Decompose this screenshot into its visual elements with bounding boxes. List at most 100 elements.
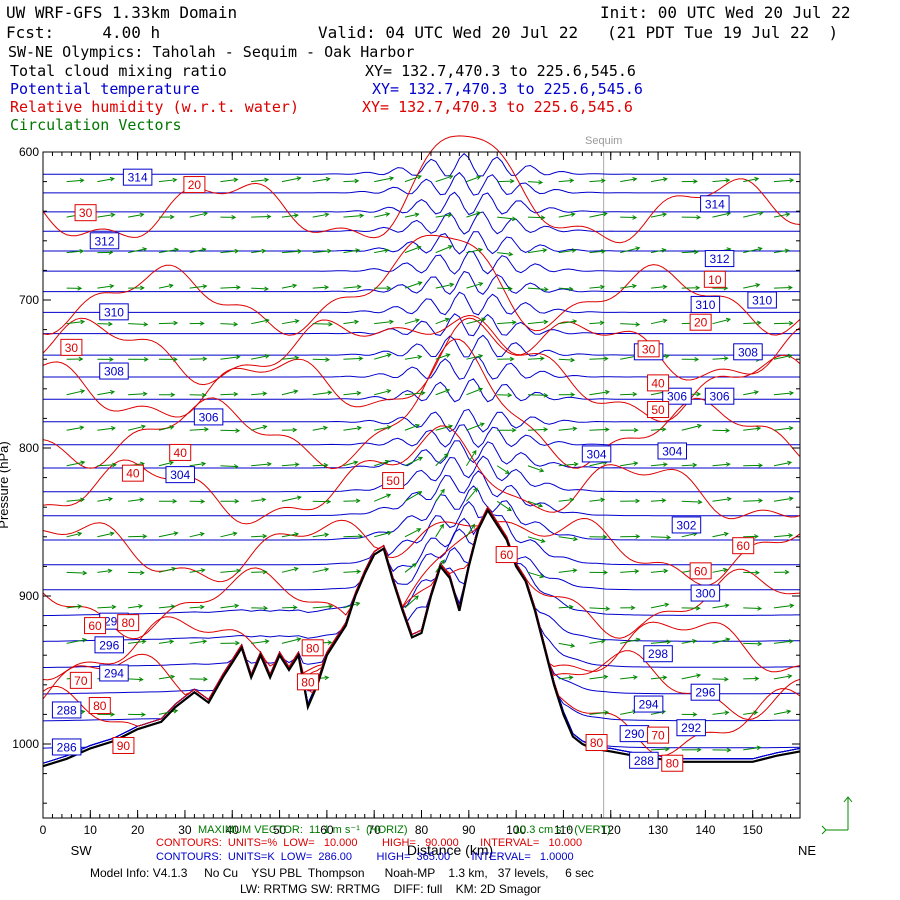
- wind-vector-head: [697, 499, 703, 505]
- theta-contour-line: [43, 231, 800, 255]
- model-title: UW WRF-GFS 1.33km Domain: [6, 3, 238, 22]
- wind-vector: [527, 249, 547, 254]
- wind-vector-head: [261, 248, 267, 254]
- theta-contour-line: [43, 250, 800, 275]
- wind-vector-head: [543, 286, 549, 292]
- wind-vector: [404, 528, 421, 538]
- wind-vector: [558, 249, 576, 254]
- wind-vector: [620, 393, 637, 396]
- wind-vector-head: [449, 282, 455, 288]
- wind-vector-head: [724, 710, 730, 716]
- wind-vector-head: [324, 567, 330, 572]
- theta-label-box: [733, 343, 763, 361]
- wind-vector: [158, 640, 174, 644]
- wind-vector: [189, 640, 207, 644]
- wind-vector-head: [754, 676, 760, 681]
- wind-vector-head: [108, 321, 113, 327]
- wind-vector-head: [77, 285, 83, 291]
- wind-vector-head: [602, 211, 608, 217]
- wind-vector-head: [662, 284, 668, 290]
- wind-vector-head: [356, 425, 362, 431]
- wind-vector: [312, 391, 332, 396]
- wind-vector: [466, 318, 486, 325]
- wind-vector-head: [506, 506, 512, 512]
- wind-vector-head: [234, 603, 240, 609]
- rh-label: 20: [188, 178, 202, 192]
- wind-vector-head: [604, 427, 610, 432]
- wind-vector-head: [568, 675, 574, 680]
- wind-vector-head: [80, 319, 86, 325]
- wind-vector-head: [107, 568, 113, 574]
- wind-vector: [466, 355, 483, 360]
- wind-vector-head: [788, 285, 793, 290]
- wind-vector-head: [758, 498, 764, 503]
- wind-vector-head: [570, 392, 576, 398]
- theta-label-box: [662, 387, 692, 405]
- wind-vector: [97, 391, 115, 396]
- field-theta-label: Potential temperature: [10, 80, 200, 98]
- wind-vector: [497, 180, 514, 183]
- wind-vector-head: [389, 319, 394, 325]
- wind-vector-head: [511, 427, 517, 433]
- wind-vector-head: [757, 246, 763, 252]
- wind-vector-head: [508, 286, 513, 291]
- wind-vector: [251, 179, 269, 183]
- wind-vector-head: [787, 460, 793, 466]
- wind-vector-head: [170, 674, 176, 680]
- wind-vector-head: [109, 357, 114, 362]
- wind-vector-head: [723, 356, 729, 361]
- wind-vector-head: [324, 212, 330, 218]
- wind-vector: [128, 425, 146, 431]
- wind-vector: [281, 496, 301, 502]
- wind-vector: [712, 463, 730, 467]
- wind-vector: [373, 494, 391, 502]
- wind-vector: [435, 245, 453, 254]
- wind-vector-head: [664, 602, 670, 608]
- theta-contour-line: [43, 470, 800, 517]
- wind-vector-head: [724, 676, 729, 682]
- wind-vector-head: [476, 211, 482, 216]
- y-tick-label: 700: [19, 293, 39, 307]
- wind-vector: [681, 251, 698, 254]
- wind-vector-head: [600, 639, 606, 644]
- sw-end-label: SW: [71, 843, 93, 858]
- wind-vector-head: [199, 604, 205, 610]
- wind-vector-head: [109, 283, 115, 289]
- theta-contour-line: [43, 455, 800, 493]
- wind-vector-head: [538, 179, 544, 185]
- wind-vector: [97, 464, 116, 467]
- wind-vector: [620, 247, 640, 254]
- wind-vector: [589, 179, 605, 183]
- wind-vector: [743, 642, 762, 645]
- init-time: Init: 00 UTC Wed 20 Jul 22: [600, 3, 851, 22]
- wind-vector-head: [108, 496, 114, 502]
- wind-vector: [281, 533, 299, 538]
- wind-vector: [281, 463, 299, 467]
- wind-vector-head: [78, 356, 84, 362]
- y-tick-label: 1000: [12, 737, 39, 751]
- rh-label: 40: [174, 446, 188, 460]
- wind-vector-head: [538, 503, 544, 508]
- valid-time: Valid: 04 UTC Wed 20 Jul 22 (21 PDT Tue …: [318, 23, 839, 42]
- rh-contour-line: [42, 506, 801, 640]
- wind-vector-head: [420, 390, 426, 396]
- wind-vector: [743, 711, 758, 715]
- wind-vector: [620, 178, 637, 183]
- wind-vector-head: [661, 498, 667, 503]
- wind-vector-head: [632, 215, 638, 220]
- wind-vector: [404, 424, 420, 431]
- wind-vector-head: [386, 353, 392, 358]
- wind-vector: [589, 498, 605, 502]
- wind-vector-head: [635, 246, 641, 251]
- theta-label-box: [671, 516, 702, 534]
- wind-vector-head: [505, 469, 510, 475]
- wind-vector: [435, 453, 449, 467]
- x-tick-label: 70: [368, 823, 382, 837]
- wind-vector: [650, 319, 667, 325]
- wind-vector-head: [202, 284, 208, 289]
- wind-vector-head: [169, 639, 175, 645]
- wind-vector: [527, 287, 548, 291]
- wind-vector: [312, 605, 333, 609]
- wind-vector: [374, 249, 389, 254]
- wind-vector-head: [79, 425, 85, 431]
